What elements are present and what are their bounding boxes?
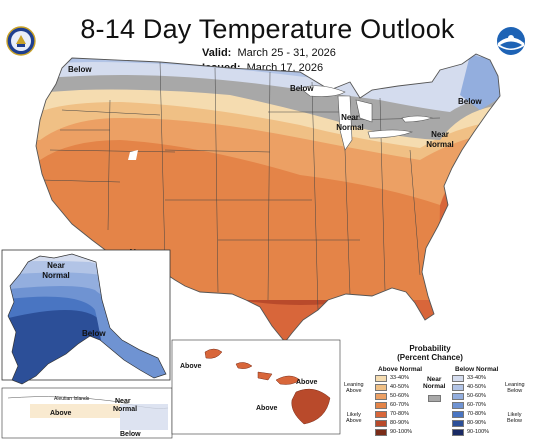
legend-likely-above: Likely Above	[346, 412, 362, 424]
label-aleutian-below: Below	[120, 431, 141, 438]
legend-below-range: 40-50%	[467, 384, 486, 390]
label-ak-near-b: Normal	[42, 271, 70, 280]
label-ak-near-a: Near	[47, 261, 65, 270]
legend-below-swatch	[452, 384, 464, 391]
conus-outline	[35, 53, 501, 343]
legend-title: Probability (Percent Chance)	[397, 344, 463, 362]
legend-above-swatch	[375, 402, 387, 409]
probability-legend: Probability (Percent Chance) Above Norma…	[340, 340, 535, 445]
legend-above-swatch	[375, 429, 387, 436]
hawaii-islands	[204, 348, 331, 425]
label-hi-above-2: Above	[296, 379, 318, 386]
legend-leaning-above: Leaning Above	[344, 382, 364, 394]
legend-below-swatch	[452, 375, 464, 382]
legend-above-range: 50-60%	[390, 393, 409, 399]
legend-below-swatch	[452, 402, 464, 409]
legend-near-normal-swatch	[428, 395, 441, 402]
commerce-seal-icon	[6, 26, 36, 56]
state-boundaries	[41, 61, 441, 311]
label-ak-below: Below	[82, 329, 106, 338]
valid-value: March 25 - 31, 2026	[237, 47, 336, 59]
legend-below-range: 33-40%	[467, 375, 486, 381]
hawaii-inset	[171, 339, 341, 435]
legend-below-swatch	[452, 411, 464, 418]
valid-label: Valid:	[202, 47, 232, 59]
legend-above-swatch	[375, 375, 387, 382]
legend-below-range: 60-70%	[467, 402, 486, 408]
legend-above-range: 33-40%	[390, 375, 409, 381]
noaa-logo-icon	[497, 27, 525, 55]
legend-above-swatch	[375, 420, 387, 427]
label-hi-above-1: Above	[180, 363, 202, 370]
label-nw-below: Below	[68, 65, 92, 74]
legend-above-swatch	[375, 393, 387, 400]
legend-below-swatch	[452, 429, 464, 436]
legend-likely-below: Likely Below	[507, 412, 522, 424]
legend-above-range: 90-100%	[390, 429, 413, 435]
label-aleutian-near-b: Normal	[113, 406, 137, 413]
alaska-outline	[7, 253, 167, 385]
label-aleutian-near-a: Near	[115, 398, 131, 405]
legend-below-swatch	[452, 420, 464, 427]
label-near-normal-1b: Normal	[336, 123, 364, 132]
label-hi-above-3: Above	[256, 405, 278, 412]
label-aleutian-title: Aleutian Islands	[54, 396, 90, 402]
great-salt-lake	[128, 150, 138, 160]
legend-below-header: Below Normal	[455, 366, 499, 373]
legend-leaning-below: Leaning Below	[505, 382, 525, 394]
legend-below-range: 50-60%	[467, 393, 486, 399]
legend-above-header: Above Normal	[378, 366, 423, 373]
legend-below-range: 90-100%	[467, 429, 490, 435]
legend-above-range: 40-50%	[390, 384, 409, 390]
legend-above-range: 80-90%	[390, 420, 409, 426]
label-near-normal-2a: Near	[431, 130, 449, 139]
legend-above-range: 60-70%	[390, 402, 409, 408]
label-near-normal-2b: Normal	[426, 140, 454, 149]
label-north-below: Below	[290, 84, 314, 93]
label-near-normal-1a: Near	[341, 113, 359, 122]
legend-below-range: 70-80%	[467, 411, 486, 417]
label-aleutian-above: Above	[50, 410, 72, 417]
label-ne-below: Below	[458, 97, 482, 106]
legend-below-range: 80-90%	[467, 420, 486, 426]
legend-above-swatch	[375, 411, 387, 418]
legend-above-swatch	[375, 384, 387, 391]
legend-below-swatch	[452, 393, 464, 400]
great-lakes	[299, 85, 434, 151]
legend-above-range: 70-80%	[390, 411, 409, 417]
legend-near-normal: Near Normal	[423, 376, 446, 390]
page-title: 8-14 Day Temperature Outlook	[80, 14, 455, 44]
